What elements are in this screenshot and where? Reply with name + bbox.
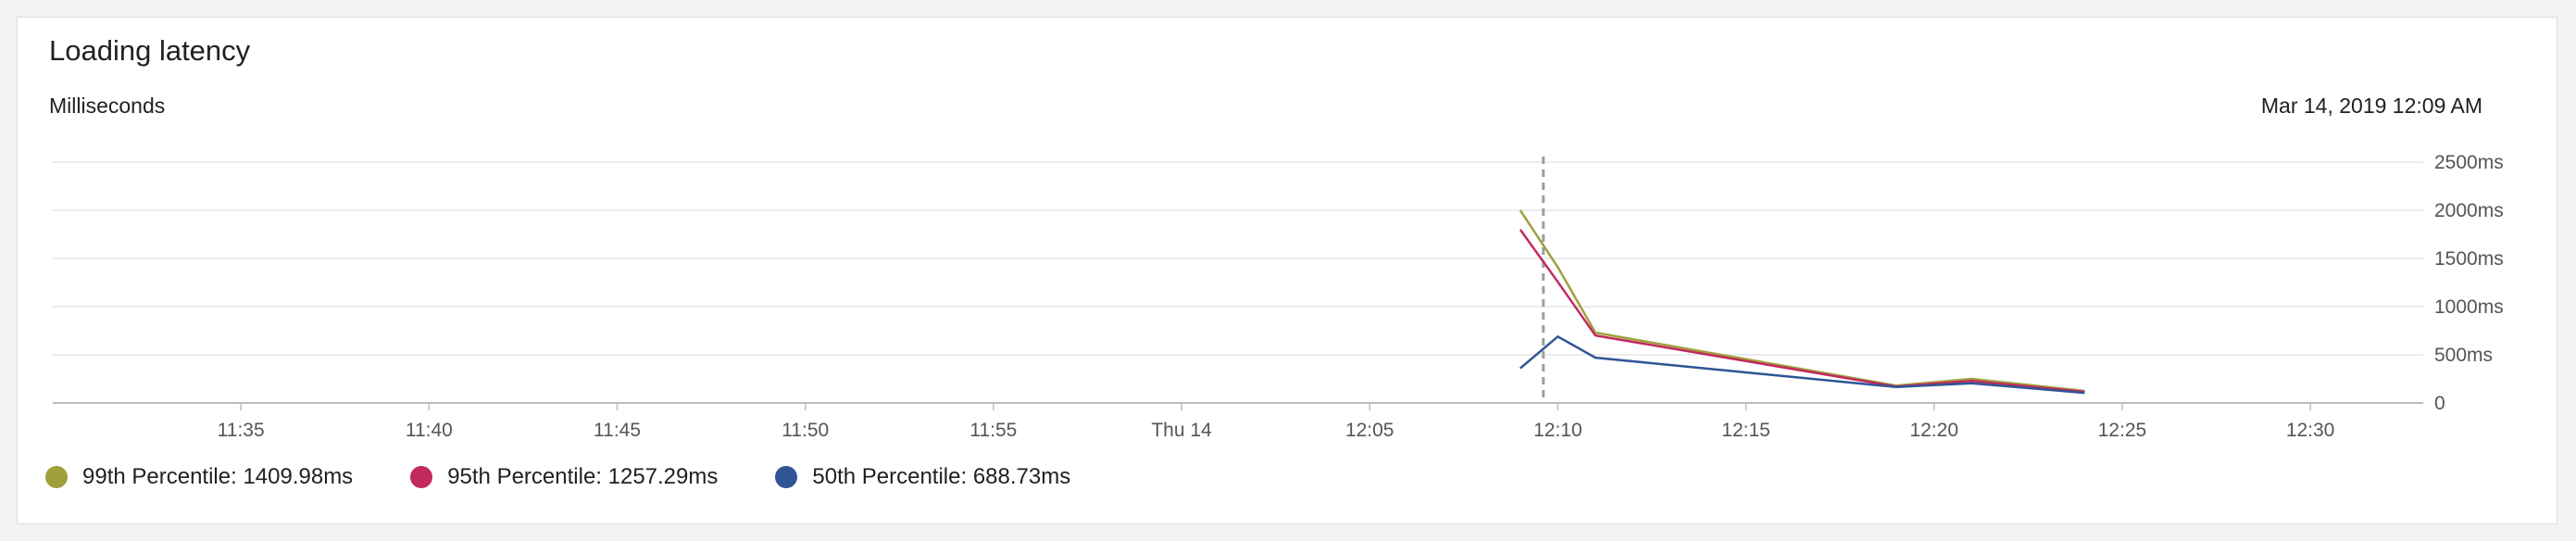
legend-item[interactable]: 95th Percentile: 1257.29ms [410,464,718,490]
legend-label: 99th Percentile: 1409.98ms [82,464,354,489]
x-tick-label: 11:35 [218,420,265,441]
legend-swatch-icon [775,466,798,488]
hover-timestamp: Mar 14, 2019 12:09 AM [2260,94,2482,118]
legend-item[interactable]: 99th Percentile: 1409.98ms [45,464,353,490]
x-tick-label: 12:05 [1345,420,1394,441]
x-tick-label: 12:20 [1909,420,1958,441]
y-tick-label: 2000ms [2434,200,2504,221]
y-tick-label: 1000ms [2434,296,2504,318]
series-line-99th-percentile [1519,209,2085,393]
series-line-95th-percentile [1519,229,2085,394]
legend-item[interactable]: 50th Percentile: 688.73ms [775,464,1070,490]
y-tick-label: 0 [2434,393,2445,414]
y-tick-label: 2500ms [2434,152,2504,173]
chart-legend: 99th Percentile: 1409.98ms 95th Percentil… [45,464,1128,490]
x-tick-label: 12:15 [1721,420,1770,441]
x-tick-label: 11:55 [969,420,1017,441]
x-tick-label: Thu 14 [1151,420,1212,441]
legend-label: 95th Percentile: 1257.29ms [447,464,719,489]
chart-card: Loading latency Milliseconds Mar 14, 201… [17,17,2557,524]
legend-swatch-icon [45,466,68,488]
y-tick-label: 500ms [2434,345,2493,366]
legend-swatch-icon [410,466,433,488]
x-tick-label: 11:40 [406,420,453,441]
x-tick-label: 12:25 [2098,420,2147,441]
y-tick-label: 1500ms [2434,248,2504,270]
latency-line-chart[interactable]: 0 500ms 1000ms 1500ms 2000ms 2500ms 11:35 11:40… [18,18,2558,453]
unit-label: Milliseconds [49,94,166,118]
x-tick-label: 11:50 [782,420,829,441]
x-tick-label: 11:45 [594,420,641,441]
x-tick-label: 12:10 [1533,420,1582,441]
x-tick-label: 12:30 [2286,420,2335,441]
legend-label: 50th Percentile: 688.73ms [812,464,1071,489]
chart-title: Loading latency [49,34,251,67]
series-line-50th-percentile [1519,335,2085,395]
